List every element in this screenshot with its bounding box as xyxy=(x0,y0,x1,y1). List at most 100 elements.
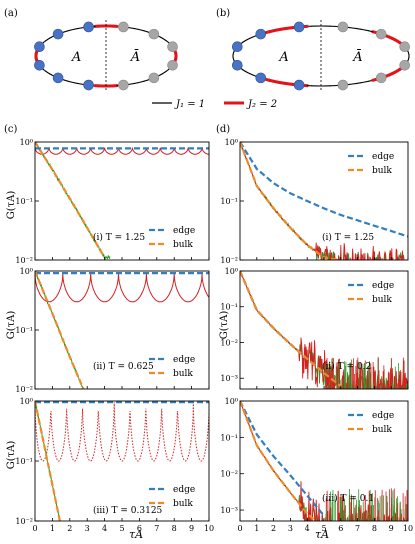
plot-panels: 10⁰10⁻¹10⁻²edgebulk(i) T = 1.2510⁰10⁻¹10… xyxy=(15,138,413,533)
legend-edge-label: edge xyxy=(173,226,195,236)
legend-bulk-label: bulk xyxy=(372,166,392,176)
site-subsystem-a xyxy=(232,60,242,70)
x-tick-label: 2 xyxy=(67,524,72,533)
y-tick-label: 10⁻¹ xyxy=(15,457,33,466)
y-tick-label: 10⁻¹ xyxy=(220,197,238,206)
x-tick-label: 7 xyxy=(355,524,360,533)
x-tick-label: 9 xyxy=(389,524,394,533)
y-tick-label: 10⁰ xyxy=(225,267,238,276)
y-tick-label: 10⁻¹ xyxy=(15,197,33,206)
site-subsystem-abar xyxy=(149,29,159,39)
j1-bond xyxy=(365,30,369,31)
y-tick-label: 10⁰ xyxy=(20,138,33,147)
y-tick-label: 10⁻² xyxy=(220,470,238,479)
x-axis-label-c: τA xyxy=(129,528,143,541)
y-tick-label: 10⁻² xyxy=(15,256,33,265)
y-tick-label: 10⁻¹ xyxy=(15,326,33,335)
site-subsystem-a xyxy=(256,73,266,83)
x-tick-label: 1 xyxy=(254,524,259,533)
site-subsystem-abar xyxy=(338,22,348,32)
x-tick-label: 5 xyxy=(119,524,124,533)
x-tick-label: 3 xyxy=(288,524,293,533)
j1-bond xyxy=(357,83,361,84)
x-tick-label: 0 xyxy=(237,524,242,533)
j1-legend-label: J₁ = 1 xyxy=(174,99,205,110)
legend-bulk-label: bulk xyxy=(173,369,193,379)
site-subsystem-a xyxy=(34,60,44,70)
y-axis-label-2: G(τA) xyxy=(6,311,17,340)
y-tick-label: 10⁻³ xyxy=(220,506,238,515)
site-subsystem-abar xyxy=(118,80,128,90)
edge-series-line xyxy=(240,401,324,516)
ring-b: AĀ xyxy=(232,20,409,92)
red-oscillation-line xyxy=(35,274,209,302)
panel-annotation: (ii) T = 0.625 xyxy=(93,361,154,372)
site-subsystem-a xyxy=(256,29,266,39)
x-tick-label: 10 xyxy=(403,524,413,533)
y-tick-label: 10⁻¹ xyxy=(220,303,238,312)
y-tick-label: 10⁰ xyxy=(20,267,33,276)
plot-panel: 10⁰10⁻¹10⁻²10⁻³edgebulk(ii) T = 0.2 xyxy=(220,267,408,400)
legend-edge-label: edge xyxy=(173,355,195,365)
j1-bond xyxy=(361,29,365,30)
legend-bulk-label: bulk xyxy=(173,240,193,250)
site-subsystem-a xyxy=(34,42,44,52)
label-subsystem-a: A xyxy=(71,50,81,65)
x-tick-label: 9 xyxy=(189,524,194,533)
j2-bond xyxy=(266,32,270,33)
panel-annotation: (iii) T = 0.3125 xyxy=(93,505,163,516)
x-tick-label: 3 xyxy=(85,524,90,533)
panel-annotation: (i) T = 1.25 xyxy=(93,232,145,243)
y-tick-label: 10⁰ xyxy=(20,397,33,406)
plot-panel: 10⁰ 10⁻¹ 10⁻² edge bulk (i) T = 1.25 xyxy=(15,138,209,265)
x-tick-label: 0 xyxy=(32,524,37,533)
x-tick-label: 8 xyxy=(372,524,377,533)
site-subsystem-a xyxy=(294,80,304,90)
y-axis-label-d: G(τA) xyxy=(219,311,230,340)
x-tick-label: 6 xyxy=(338,524,343,533)
y-tick-label: 10⁰ xyxy=(225,397,238,406)
site-subsystem-a xyxy=(232,42,242,52)
legend-edge-label: edge xyxy=(372,281,394,291)
site-subsystem-abar xyxy=(168,60,178,70)
site-subsystem-a xyxy=(294,22,304,32)
legend-bulk-label: bulk xyxy=(372,295,392,305)
site-subsystem-abar xyxy=(338,80,348,90)
x-tick-label: 10 xyxy=(204,524,214,533)
x-tick-label: 4 xyxy=(305,524,310,533)
y-tick-label: 10⁻² xyxy=(15,517,33,526)
legend-edge-label: edge xyxy=(173,485,195,495)
j1-bond xyxy=(353,83,357,84)
site-subsystem-abar xyxy=(376,73,386,83)
bulk-series-line xyxy=(35,271,87,398)
site-subsystem-abar xyxy=(118,22,128,32)
plot-area xyxy=(240,142,408,276)
legend-edge-label: edge xyxy=(372,152,394,162)
site-subsystem-a xyxy=(53,73,63,83)
site-subsystem-abar xyxy=(149,73,159,83)
y-tick-label: 10⁻² xyxy=(220,256,238,265)
panel-annotation: (iii) T = 0.1 xyxy=(322,493,374,504)
j1-bond xyxy=(353,28,357,29)
bulk-series-line xyxy=(35,401,61,527)
site-subsystem-a xyxy=(84,80,94,90)
panel-label-c: (c) xyxy=(4,124,18,135)
panel-label-d: (d) xyxy=(216,124,230,135)
label-subsystem-a: A xyxy=(278,50,288,65)
plot-panel: 10⁰10⁻¹10⁻²edgebulk(i) T = 1.25 xyxy=(220,138,408,276)
panel-annotation: (ii) T = 0.2 xyxy=(322,361,371,372)
j1-bond xyxy=(348,27,352,28)
legend-bulk-label: bulk xyxy=(372,425,392,435)
plot-panel: 10⁰10⁻¹10⁻²10⁻³012345678910edgebulk(iii)… xyxy=(220,397,413,533)
site-subsystem-abar xyxy=(400,42,410,52)
panel-label-b: (b) xyxy=(216,8,230,19)
x-tick-label: 2 xyxy=(271,524,276,533)
j1-bond xyxy=(348,84,352,85)
y-tick-label: 10⁻² xyxy=(15,385,33,394)
j2-bond xyxy=(373,32,377,33)
y-axis-label-1: G(τA) xyxy=(6,191,17,220)
ring-a: AĀ xyxy=(34,20,177,92)
ring-diagrams: AĀAĀ xyxy=(34,20,409,92)
y-tick-label: 10⁻³ xyxy=(220,374,238,383)
label-subsystem-abar: Ā xyxy=(130,49,140,65)
